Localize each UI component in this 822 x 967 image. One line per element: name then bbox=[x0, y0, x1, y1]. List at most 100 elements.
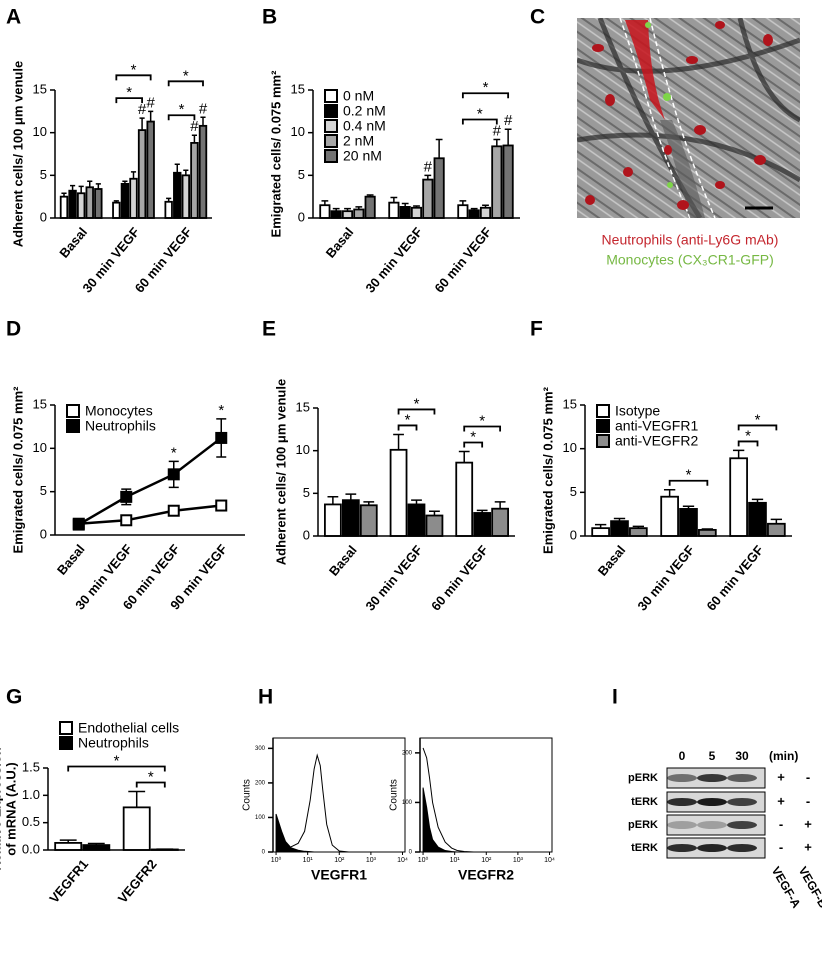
significance-bracket bbox=[461, 118, 498, 125]
legend-label: 2 nM bbox=[343, 133, 374, 149]
error-bar bbox=[200, 116, 206, 126]
error-bar bbox=[130, 171, 137, 179]
error-bar bbox=[113, 200, 119, 203]
bar bbox=[94, 188, 103, 219]
y-axis-label: Emigrated cells/ 0.075 mm² bbox=[540, 386, 555, 554]
y-tick-label: 15 bbox=[33, 81, 47, 96]
error-bar bbox=[732, 449, 745, 459]
y-tick-label: 200 bbox=[255, 780, 266, 786]
blot-strip bbox=[666, 814, 766, 836]
error-bar bbox=[148, 110, 154, 122]
bar bbox=[479, 206, 492, 219]
significance-bracket bbox=[668, 479, 709, 486]
bar bbox=[137, 129, 147, 219]
blot-band bbox=[697, 821, 727, 829]
y-tick-label: 100 bbox=[255, 815, 266, 821]
bar bbox=[698, 528, 717, 537]
error-bar bbox=[413, 205, 420, 208]
error-bar bbox=[682, 505, 695, 509]
x-tick-label: Basal bbox=[595, 542, 629, 578]
time-label: 0 bbox=[679, 749, 686, 763]
error-bar bbox=[435, 138, 443, 159]
bar bbox=[76, 192, 86, 219]
significance-hash: # bbox=[138, 101, 147, 118]
x-tick-label: VEGFR2 bbox=[115, 856, 160, 905]
y-axis-label: Emigrated cells/ 0.075 mm² bbox=[268, 70, 283, 238]
significance-hash: # bbox=[190, 118, 199, 135]
error-bar bbox=[59, 839, 77, 843]
x-tick-label: Basal bbox=[54, 541, 88, 577]
x-tick-label: 10⁴ bbox=[397, 857, 408, 864]
x-tick-label: 60 min VEGF bbox=[428, 542, 491, 613]
blot-band bbox=[727, 774, 757, 782]
significance-hash: # bbox=[424, 158, 433, 175]
error-bar bbox=[393, 433, 404, 450]
error-bar bbox=[366, 194, 374, 197]
y-tick-label: 0.0 bbox=[22, 841, 40, 856]
legend-label: Isotype bbox=[615, 403, 660, 419]
row-label: tERK bbox=[631, 842, 658, 854]
x-tick-label: Basal bbox=[326, 542, 360, 578]
micrograph bbox=[577, 18, 800, 218]
blot-band bbox=[697, 774, 727, 782]
error-bar bbox=[493, 138, 501, 147]
y-tick-label: 5 bbox=[40, 483, 47, 498]
x-tick-label: 10⁴ bbox=[544, 857, 555, 864]
bar bbox=[679, 508, 698, 537]
point bbox=[215, 431, 228, 444]
error-bar bbox=[424, 174, 432, 180]
x-tick-label: 10³ bbox=[366, 857, 377, 864]
y-tick-label: 200 bbox=[402, 750, 413, 756]
significance-bracket bbox=[461, 92, 510, 99]
x-tick-label: 10³ bbox=[513, 857, 524, 864]
y-tick-label: 0 bbox=[262, 850, 266, 856]
error-bar bbox=[482, 204, 489, 208]
error-bar bbox=[504, 128, 512, 146]
error-bar bbox=[390, 196, 398, 203]
significance-bracket bbox=[397, 408, 436, 415]
panel-label: I bbox=[612, 686, 618, 709]
error-bar bbox=[128, 790, 146, 808]
error-bar bbox=[174, 163, 180, 173]
y-axis-label: of mRNA (A.U.) bbox=[3, 762, 18, 855]
error-bar bbox=[663, 488, 676, 497]
bar bbox=[457, 204, 469, 219]
blot-band bbox=[727, 844, 757, 852]
error-bar bbox=[70, 184, 76, 191]
bar bbox=[767, 522, 786, 537]
bar bbox=[120, 182, 130, 219]
bar bbox=[54, 841, 83, 851]
error-bar bbox=[770, 518, 783, 524]
error-bar bbox=[429, 510, 440, 516]
blot-band bbox=[667, 821, 697, 829]
y-tick-label: 0.5 bbox=[22, 814, 40, 829]
error-bar bbox=[332, 207, 340, 212]
bar bbox=[190, 142, 199, 219]
error-bar bbox=[613, 517, 626, 522]
bar bbox=[502, 144, 514, 219]
bar bbox=[129, 177, 138, 219]
y-tick-label: 100 bbox=[402, 800, 413, 806]
significance-bracket bbox=[135, 781, 166, 788]
y-tick-label: 5 bbox=[40, 167, 47, 182]
significance-bracket bbox=[167, 80, 204, 87]
significance-star: * bbox=[148, 768, 154, 785]
error-bar bbox=[751, 498, 764, 503]
plot-frame bbox=[419, 737, 553, 853]
y-axis-label: Counts bbox=[389, 779, 400, 811]
caption: Neutrophils (anti-Ly6G mAb) bbox=[602, 232, 779, 248]
error-bar bbox=[594, 523, 607, 529]
y-tick-label: 1.0 bbox=[22, 787, 40, 802]
series-line bbox=[78, 436, 223, 526]
bar bbox=[353, 208, 365, 219]
x-tick-label: 60 min VEGF bbox=[431, 224, 494, 295]
bar bbox=[112, 201, 121, 219]
bar bbox=[164, 200, 173, 219]
legend-label: 0.2 nM bbox=[343, 103, 386, 119]
error-bar bbox=[327, 495, 339, 505]
x-tick-label: 10² bbox=[481, 857, 492, 864]
legend-swatch bbox=[324, 149, 338, 163]
bar bbox=[122, 806, 151, 851]
y-tick-label: 10 bbox=[563, 440, 577, 455]
bar bbox=[410, 206, 423, 219]
